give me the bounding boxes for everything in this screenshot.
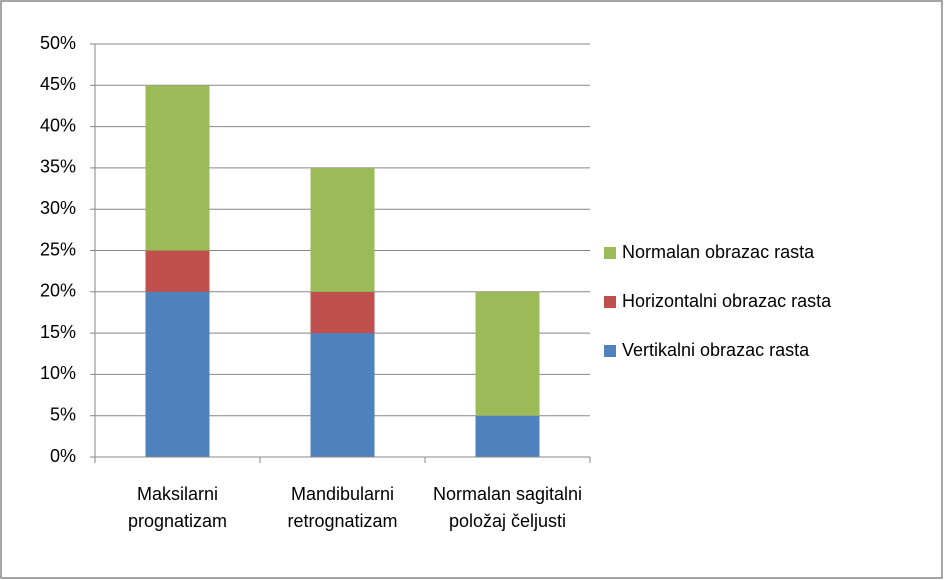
bar-segment <box>475 415 540 457</box>
y-tick-label: 20% <box>40 281 76 301</box>
y-tick-label: 40% <box>40 115 76 135</box>
y-tick-label: 50% <box>40 33 76 53</box>
y-tick-label: 45% <box>40 74 76 94</box>
y-tick-label: 25% <box>40 239 76 259</box>
y-tick-label: 30% <box>40 198 76 218</box>
bar-segment <box>475 291 540 416</box>
y-tick-label: 15% <box>40 322 76 342</box>
legend-swatch <box>604 247 616 259</box>
legend-swatch <box>604 296 616 308</box>
legend-label: Horizontalni obrazac rasta <box>622 291 832 311</box>
x-tick-label: Mandibularni retrognatizam <box>287 484 398 531</box>
bar-segment <box>145 85 210 251</box>
y-tick-label: 0% <box>50 446 76 466</box>
bar-segment <box>145 250 210 292</box>
bar-segment <box>145 291 210 457</box>
bar-segment <box>310 291 375 334</box>
x-tick-label: Normalan sagitalni položaj čeljusti <box>432 484 583 531</box>
legend-label: Vertikalni obrazac rasta <box>622 340 810 360</box>
bar-segment <box>310 333 375 457</box>
legend-label: Normalan obrazac rasta <box>622 242 815 262</box>
x-tick-label: Maksilarni prognatizam <box>127 484 228 531</box>
y-tick-label: 35% <box>40 157 76 177</box>
y-tick-label: 5% <box>50 404 76 424</box>
legend-swatch <box>604 345 616 357</box>
y-tick-label: 10% <box>40 363 76 383</box>
bar-segment <box>310 167 375 292</box>
